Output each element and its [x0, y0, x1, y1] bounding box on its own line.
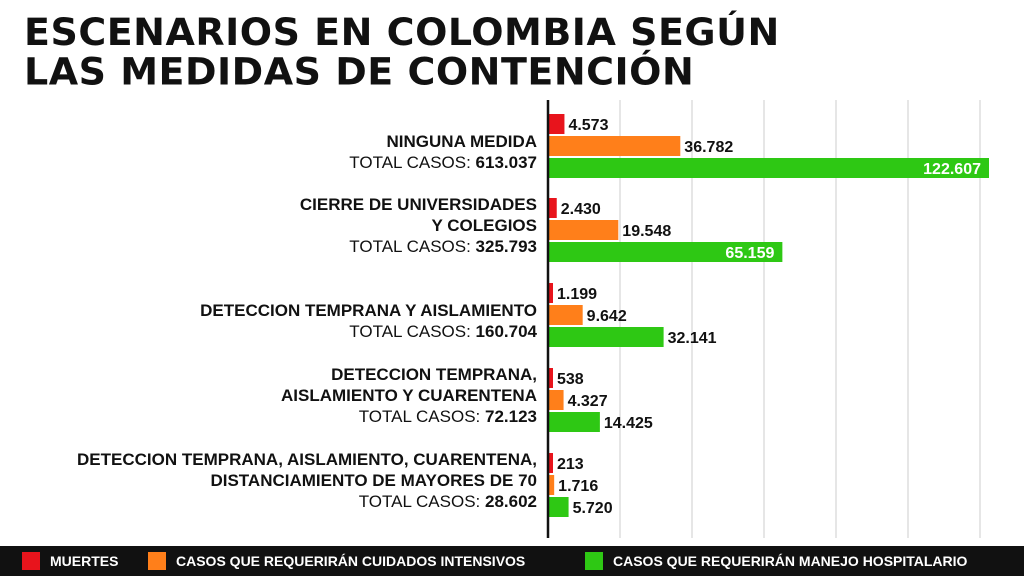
legend-label-manejo-hospitalario: CASOS QUE REQUERIRÁN MANEJO HOSPITALARIO	[613, 553, 968, 569]
legend-item-cuidados-intensivos: CASOS QUE REQUERIRÁN CUIDADOS INTENSIVOS	[148, 552, 525, 570]
total-prefix: TOTAL CASOS:	[349, 153, 475, 172]
category-total: TOTAL CASOS: 160.704	[349, 322, 537, 341]
total-prefix: TOTAL CASOS:	[349, 237, 475, 256]
data-label-muertes: 1.199	[557, 286, 597, 303]
bar-manejo-hospitalario	[548, 158, 989, 178]
chart-title-line-2: LAS MEDIDAS DE CONTENCIÓN	[24, 50, 695, 94]
data-label-manejo-hospitalario: 5.720	[573, 500, 613, 517]
category-label: DETECCION TEMPRANA, AISLAMIENTO, CUARENT…	[77, 450, 537, 469]
bar-manejo-hospitalario	[548, 327, 664, 347]
category-total: TOTAL CASOS: 28.602	[359, 492, 537, 511]
bar-muertes	[548, 453, 553, 473]
chart-title: ESCENARIOS EN COLOMBIA SEGÚN LAS MEDIDAS…	[24, 13, 780, 91]
legend-label-muertes: MUERTES	[50, 553, 119, 569]
legend: MUERTES CASOS QUE REQUERIRÁN CUIDADOS IN…	[0, 546, 1024, 576]
total-value: 160.704	[476, 322, 538, 341]
total-value: 28.602	[485, 492, 537, 511]
data-label-muertes: 213	[557, 456, 584, 473]
category-total: TOTAL CASOS: 613.037	[349, 153, 537, 172]
bar-cuidados-intensivos	[548, 475, 555, 495]
data-label-cuidados-intensivos: 19.548	[622, 223, 671, 240]
chart-title-line-1: ESCENARIOS EN COLOMBIA SEGÚN	[24, 10, 780, 54]
data-label-muertes: 538	[557, 371, 584, 388]
bar-manejo-hospitalario	[548, 242, 783, 262]
category-total: TOTAL CASOS: 325.793	[349, 237, 537, 256]
total-value: 613.037	[476, 153, 537, 172]
category-label: NINGUNA MEDIDA	[387, 132, 537, 151]
bar-muertes	[548, 283, 553, 303]
data-label-cuidados-intensivos: 36.782	[684, 139, 733, 156]
data-label-cuidados-intensivos: 4.327	[568, 393, 608, 410]
bar-cuidados-intensivos	[548, 390, 564, 410]
data-label-manejo-hospitalario: 122.607	[923, 161, 981, 178]
legend-label-cuidados-intensivos: CASOS QUE REQUERIRÁN CUIDADOS INTENSIVOS	[176, 553, 526, 569]
category-label: CIERRE DE UNIVERSIDADES	[300, 195, 537, 214]
bar-muertes	[548, 114, 565, 134]
data-label-manejo-hospitalario: 14.425	[604, 415, 653, 432]
legend-swatch-muertes	[22, 552, 40, 570]
data-label-manejo-hospitalario: 32.141	[668, 330, 717, 347]
bar-muertes	[548, 198, 557, 218]
category-label: DETECCION TEMPRANA Y AISLAMIENTO	[200, 301, 537, 320]
bar-cuidados-intensivos	[548, 136, 681, 156]
bar-chart: 4.573 36.782 122.607 NINGUNA MEDIDA TOTAL CA…	[77, 100, 989, 538]
data-label-manejo-hospitalario: 65.159	[725, 245, 774, 262]
total-value: 72.123	[485, 407, 537, 426]
category-label: Y COLEGIOS	[432, 216, 538, 235]
data-label-muertes: 2.430	[561, 201, 601, 218]
bar-cuidados-intensivos	[548, 220, 619, 240]
bar-manejo-hospitalario	[548, 412, 600, 432]
category-total: TOTAL CASOS: 72.123	[359, 407, 537, 426]
data-label-cuidados-intensivos: 1.716	[558, 478, 598, 495]
category-label: DETECCION TEMPRANA,	[331, 365, 537, 384]
data-label-cuidados-intensivos: 9.642	[587, 308, 627, 325]
total-prefix: TOTAL CASOS:	[359, 492, 485, 511]
category-label: AISLAMIENTO Y CUARENTENA	[281, 386, 537, 405]
category-label: DISTANCIAMIENTO DE MAYORES DE 70	[210, 471, 537, 490]
legend-item-muertes: MUERTES	[22, 552, 118, 570]
bar-muertes	[548, 368, 553, 388]
bar-manejo-hospitalario	[548, 497, 569, 517]
total-prefix: TOTAL CASOS:	[359, 407, 485, 426]
legend-swatch-cuidados-intensivos	[148, 552, 166, 570]
bar-cuidados-intensivos	[548, 305, 583, 325]
data-label-muertes: 4.573	[568, 117, 608, 134]
total-value: 325.793	[476, 237, 537, 256]
total-prefix: TOTAL CASOS:	[349, 322, 475, 341]
legend-swatch-manejo-hospitalario	[585, 552, 603, 570]
legend-item-manejo-hospitalario: CASOS QUE REQUERIRÁN MANEJO HOSPITALARIO	[585, 552, 967, 570]
